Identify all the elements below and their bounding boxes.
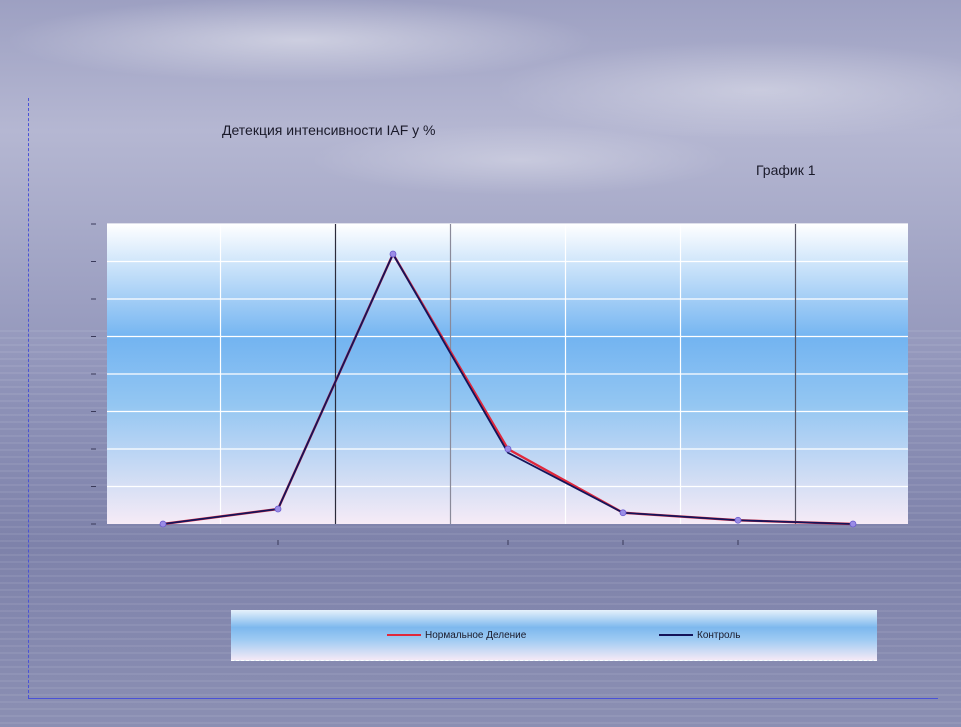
data-point-3 <box>504 445 512 453</box>
legend-swatch-series-2 <box>659 634 693 636</box>
horizontal-gridlines <box>107 223 908 488</box>
chart-title: Детекция интенсивности IAF у % <box>222 122 436 138</box>
y-axis-ticks <box>91 223 96 525</box>
legend-item-series-2: Контроль <box>659 628 740 642</box>
series-group <box>159 250 857 528</box>
data-point-0 <box>159 520 167 528</box>
chart-subtitle: График 1 <box>756 162 816 178</box>
bottom-guide-line <box>28 698 938 699</box>
legend: Нормальное Деление Контроль <box>231 610 877 661</box>
data-point-1 <box>274 505 282 513</box>
data-point-5 <box>734 516 742 524</box>
data-point-4 <box>619 509 627 517</box>
vertical-gridlines <box>219 224 797 524</box>
legend-swatch-series-1 <box>387 634 421 636</box>
data-point-2 <box>389 250 397 258</box>
legend-item-series-1: Нормальное Деление <box>387 628 526 642</box>
left-guide-line <box>28 98 29 698</box>
x-axis-ticks <box>277 540 739 545</box>
legend-label-series-2: Контроль <box>697 629 741 641</box>
data-point-6 <box>849 520 857 528</box>
legend-label-series-1: Нормальное Деление <box>425 629 527 641</box>
